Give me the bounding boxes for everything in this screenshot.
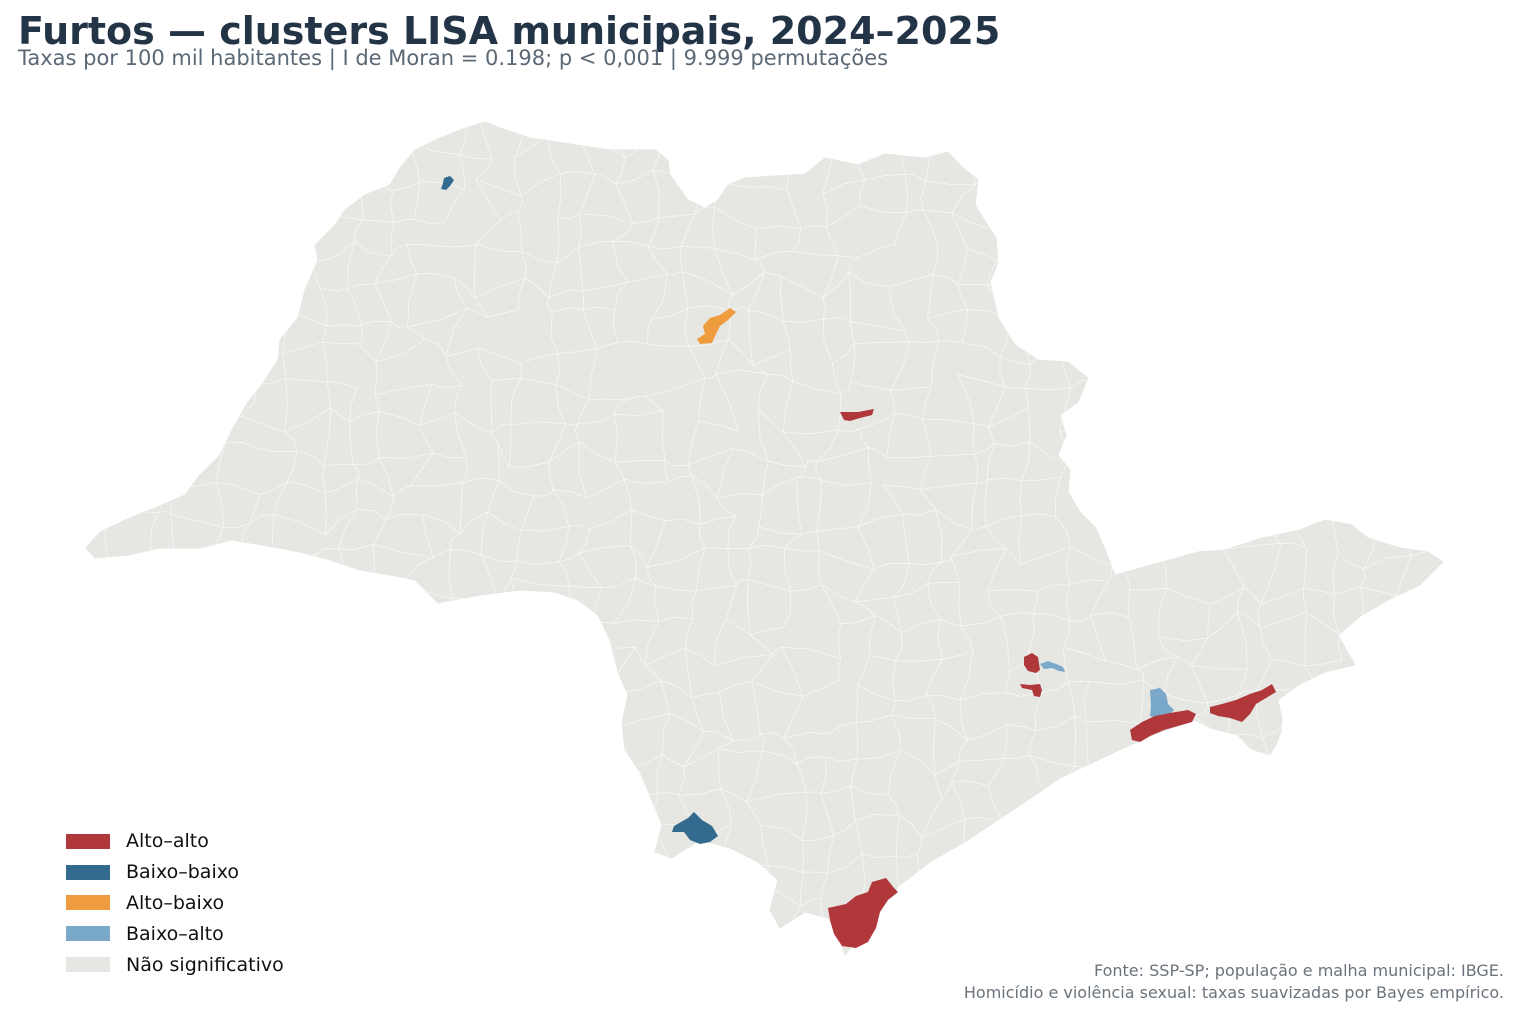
cluster-alto-alto-metro xyxy=(1130,710,1196,742)
map-title: Furtos — clusters LISA municipais, 2024–… xyxy=(18,9,1001,53)
cluster-alto-alto-center xyxy=(840,409,874,421)
cluster-alto-alto-vale xyxy=(1210,684,1276,722)
legend-item-alto-baixo: Alto–baixo xyxy=(66,888,284,919)
source-line-2: Homicídio e violência sexual: taxas suav… xyxy=(963,983,1504,1002)
cluster-baixo-alto-metro xyxy=(1150,688,1174,719)
ilhabela-island xyxy=(1248,718,1282,754)
legend-item-nao-significativo: Não significativo xyxy=(66,949,284,980)
legend-swatch xyxy=(66,833,110,849)
legend-swatch xyxy=(66,895,110,911)
legend-swatch xyxy=(66,957,110,973)
legend-label: Baixo–baixo xyxy=(126,861,240,884)
cluster-alto-baixo-center xyxy=(697,308,736,344)
legend-label: Alto–baixo xyxy=(126,891,225,914)
cluster-alto-alto-south xyxy=(828,878,898,948)
legend: Alto–alto Baixo–baixo Alto–baixo Baixo–a… xyxy=(66,826,284,980)
legend-swatch xyxy=(66,864,110,880)
map-subtitle: Taxas por 100 mil habitantes | I de Mora… xyxy=(18,46,889,70)
legend-swatch xyxy=(66,926,110,942)
legend-label: Não significativo xyxy=(126,953,284,976)
cluster-alto-alto-east-2 xyxy=(1020,684,1042,697)
cluster-baixo-baixo-south xyxy=(672,812,718,844)
lisa-clusters xyxy=(441,176,1276,948)
legend-item-baixo-alto: Baixo–alto xyxy=(66,918,284,949)
source-note: Fonte: SSP-SP; população e malha municip… xyxy=(964,960,1504,1004)
cluster-baixo-baixo-northwest xyxy=(441,176,454,190)
source-line-1: Fonte: SSP-SP; população e malha municip… xyxy=(1093,961,1504,980)
state-outline-sao-paulo xyxy=(85,121,1444,957)
cluster-alto-alto-east-1 xyxy=(1024,653,1040,673)
cluster-baixo-alto-east xyxy=(1040,661,1065,672)
legend-item-alto-alto: Alto–alto xyxy=(66,826,284,857)
legend-label: Alto–alto xyxy=(126,830,209,853)
legend-item-baixo-baixo: Baixo–baixo xyxy=(66,857,284,888)
legend-label: Baixo–alto xyxy=(126,922,224,945)
